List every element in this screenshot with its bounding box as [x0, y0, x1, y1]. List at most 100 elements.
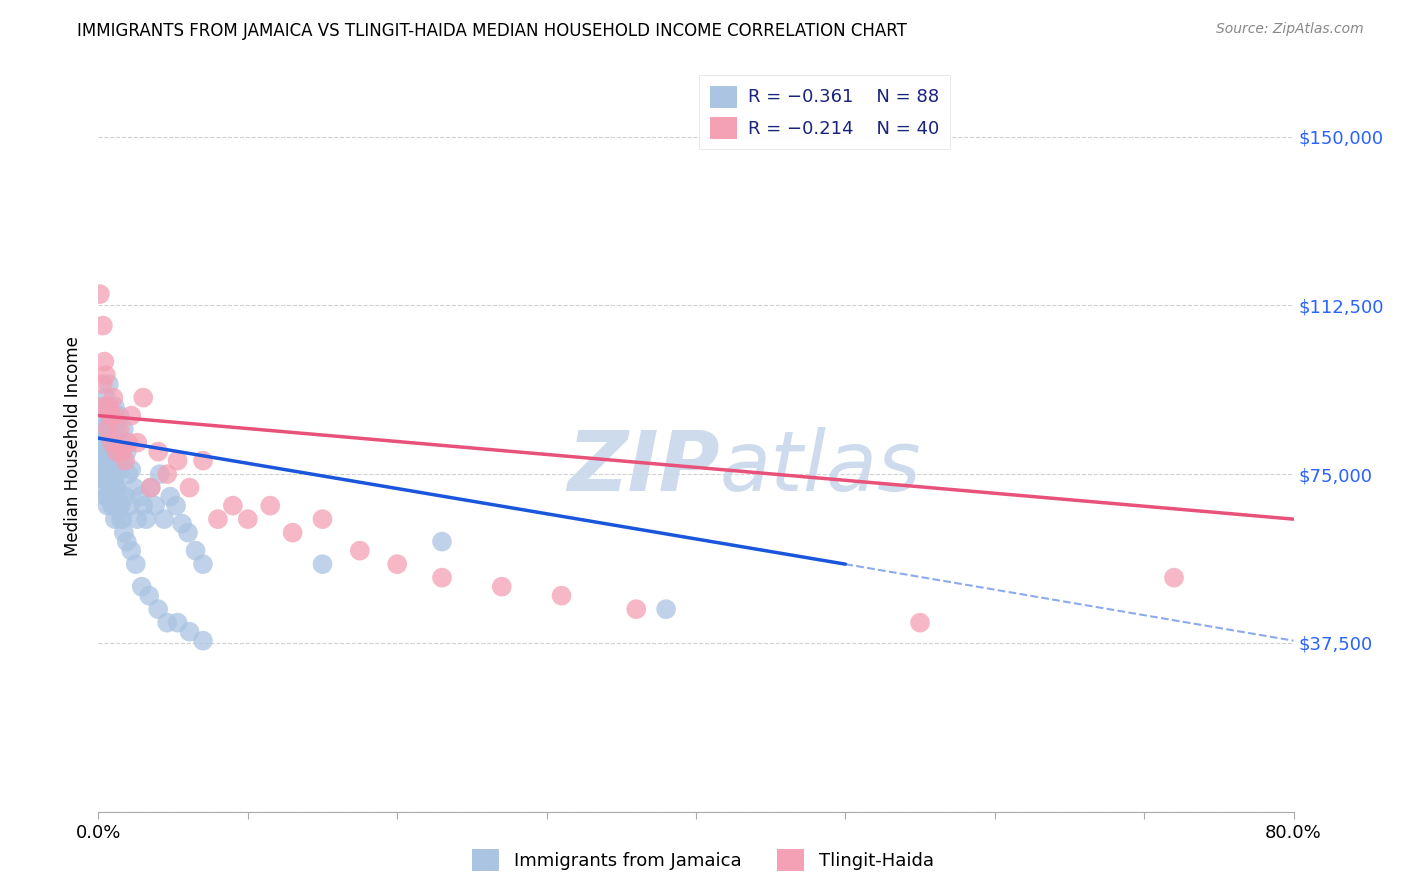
- Text: ZIP: ZIP: [567, 427, 720, 508]
- Point: [96, 453, 118, 467]
- Point: [98, 481, 122, 495]
- Point: [430, 534, 453, 549]
- Point: [184, 543, 207, 558]
- Point: [191, 557, 214, 571]
- Point: [98, 462, 122, 476]
- Point: [430, 571, 453, 585]
- Point: [1163, 571, 1185, 585]
- Point: [96, 417, 118, 432]
- Point: [149, 467, 172, 482]
- Text: IMMIGRANTS FROM JAMAICA VS TLINGIT-HAIDA MEDIAN HOUSEHOLD INCOME CORRELATION CHA: IMMIGRANTS FROM JAMAICA VS TLINGIT-HAIDA…: [77, 22, 907, 40]
- Point: [156, 467, 179, 482]
- Point: [159, 490, 181, 504]
- Point: [110, 435, 132, 450]
- Point: [129, 490, 152, 504]
- Point: [117, 467, 139, 482]
- Point: [236, 512, 259, 526]
- Point: [89, 435, 111, 450]
- Point: [139, 481, 162, 495]
- Point: [107, 499, 129, 513]
- Point: [101, 499, 124, 513]
- Point: [349, 543, 371, 558]
- Point: [89, 287, 111, 301]
- Point: [111, 453, 134, 467]
- Point: [93, 354, 115, 368]
- Point: [550, 589, 572, 603]
- Point: [311, 557, 333, 571]
- Point: [98, 481, 122, 495]
- Point: [105, 481, 128, 495]
- Point: [98, 409, 122, 423]
- Point: [259, 499, 281, 513]
- Point: [96, 490, 118, 504]
- Point: [94, 462, 117, 476]
- Point: [131, 580, 153, 594]
- Point: [165, 499, 187, 513]
- Point: [107, 490, 129, 504]
- Point: [101, 426, 124, 441]
- Point: [101, 490, 124, 504]
- Point: [97, 400, 120, 414]
- Point: [114, 490, 136, 504]
- Point: [90, 400, 112, 414]
- Point: [166, 615, 188, 630]
- Point: [90, 422, 112, 436]
- Point: [104, 409, 127, 423]
- Point: [191, 453, 214, 467]
- Point: [91, 426, 114, 441]
- Point: [96, 422, 118, 436]
- Point: [94, 490, 117, 504]
- Point: [93, 453, 115, 467]
- Point: [138, 589, 160, 603]
- Point: [90, 444, 112, 458]
- Legend: Immigrants from Jamaica, Tlingit-Haida: Immigrants from Jamaica, Tlingit-Haida: [465, 842, 941, 879]
- Point: [908, 615, 931, 630]
- Point: [127, 512, 149, 526]
- Point: [655, 602, 678, 616]
- Point: [118, 499, 141, 513]
- Point: [177, 525, 200, 540]
- Point: [179, 624, 201, 639]
- Point: [120, 462, 142, 476]
- Legend: R = −0.361    N = 88, R = −0.214    N = 40: R = −0.361 N = 88, R = −0.214 N = 40: [699, 75, 950, 150]
- Point: [108, 422, 131, 436]
- Point: [91, 377, 114, 392]
- Point: [153, 512, 176, 526]
- Point: [97, 377, 120, 392]
- Point: [96, 499, 118, 513]
- Point: [222, 499, 245, 513]
- Point: [103, 391, 125, 405]
- Point: [94, 368, 117, 383]
- Point: [117, 435, 139, 450]
- Point: [166, 453, 188, 467]
- Point: [156, 615, 179, 630]
- Point: [94, 444, 117, 458]
- Point: [112, 422, 135, 436]
- Point: [385, 557, 409, 571]
- Point: [101, 435, 124, 450]
- Point: [108, 462, 131, 476]
- Point: [107, 444, 129, 458]
- Point: [93, 400, 115, 414]
- Point: [127, 435, 149, 450]
- Point: [207, 512, 229, 526]
- Point: [103, 499, 125, 513]
- Point: [132, 391, 155, 405]
- Point: [139, 481, 162, 495]
- Point: [148, 602, 170, 616]
- Point: [91, 409, 114, 423]
- Point: [90, 453, 112, 467]
- Point: [103, 435, 125, 450]
- Point: [311, 512, 333, 526]
- Point: [97, 462, 120, 476]
- Point: [105, 481, 128, 495]
- Point: [132, 499, 155, 513]
- Point: [110, 512, 132, 526]
- Point: [112, 525, 135, 540]
- Point: [491, 580, 513, 594]
- Point: [103, 462, 125, 476]
- Point: [101, 444, 124, 458]
- Point: [91, 472, 114, 486]
- Point: [104, 472, 127, 486]
- Point: [111, 444, 134, 458]
